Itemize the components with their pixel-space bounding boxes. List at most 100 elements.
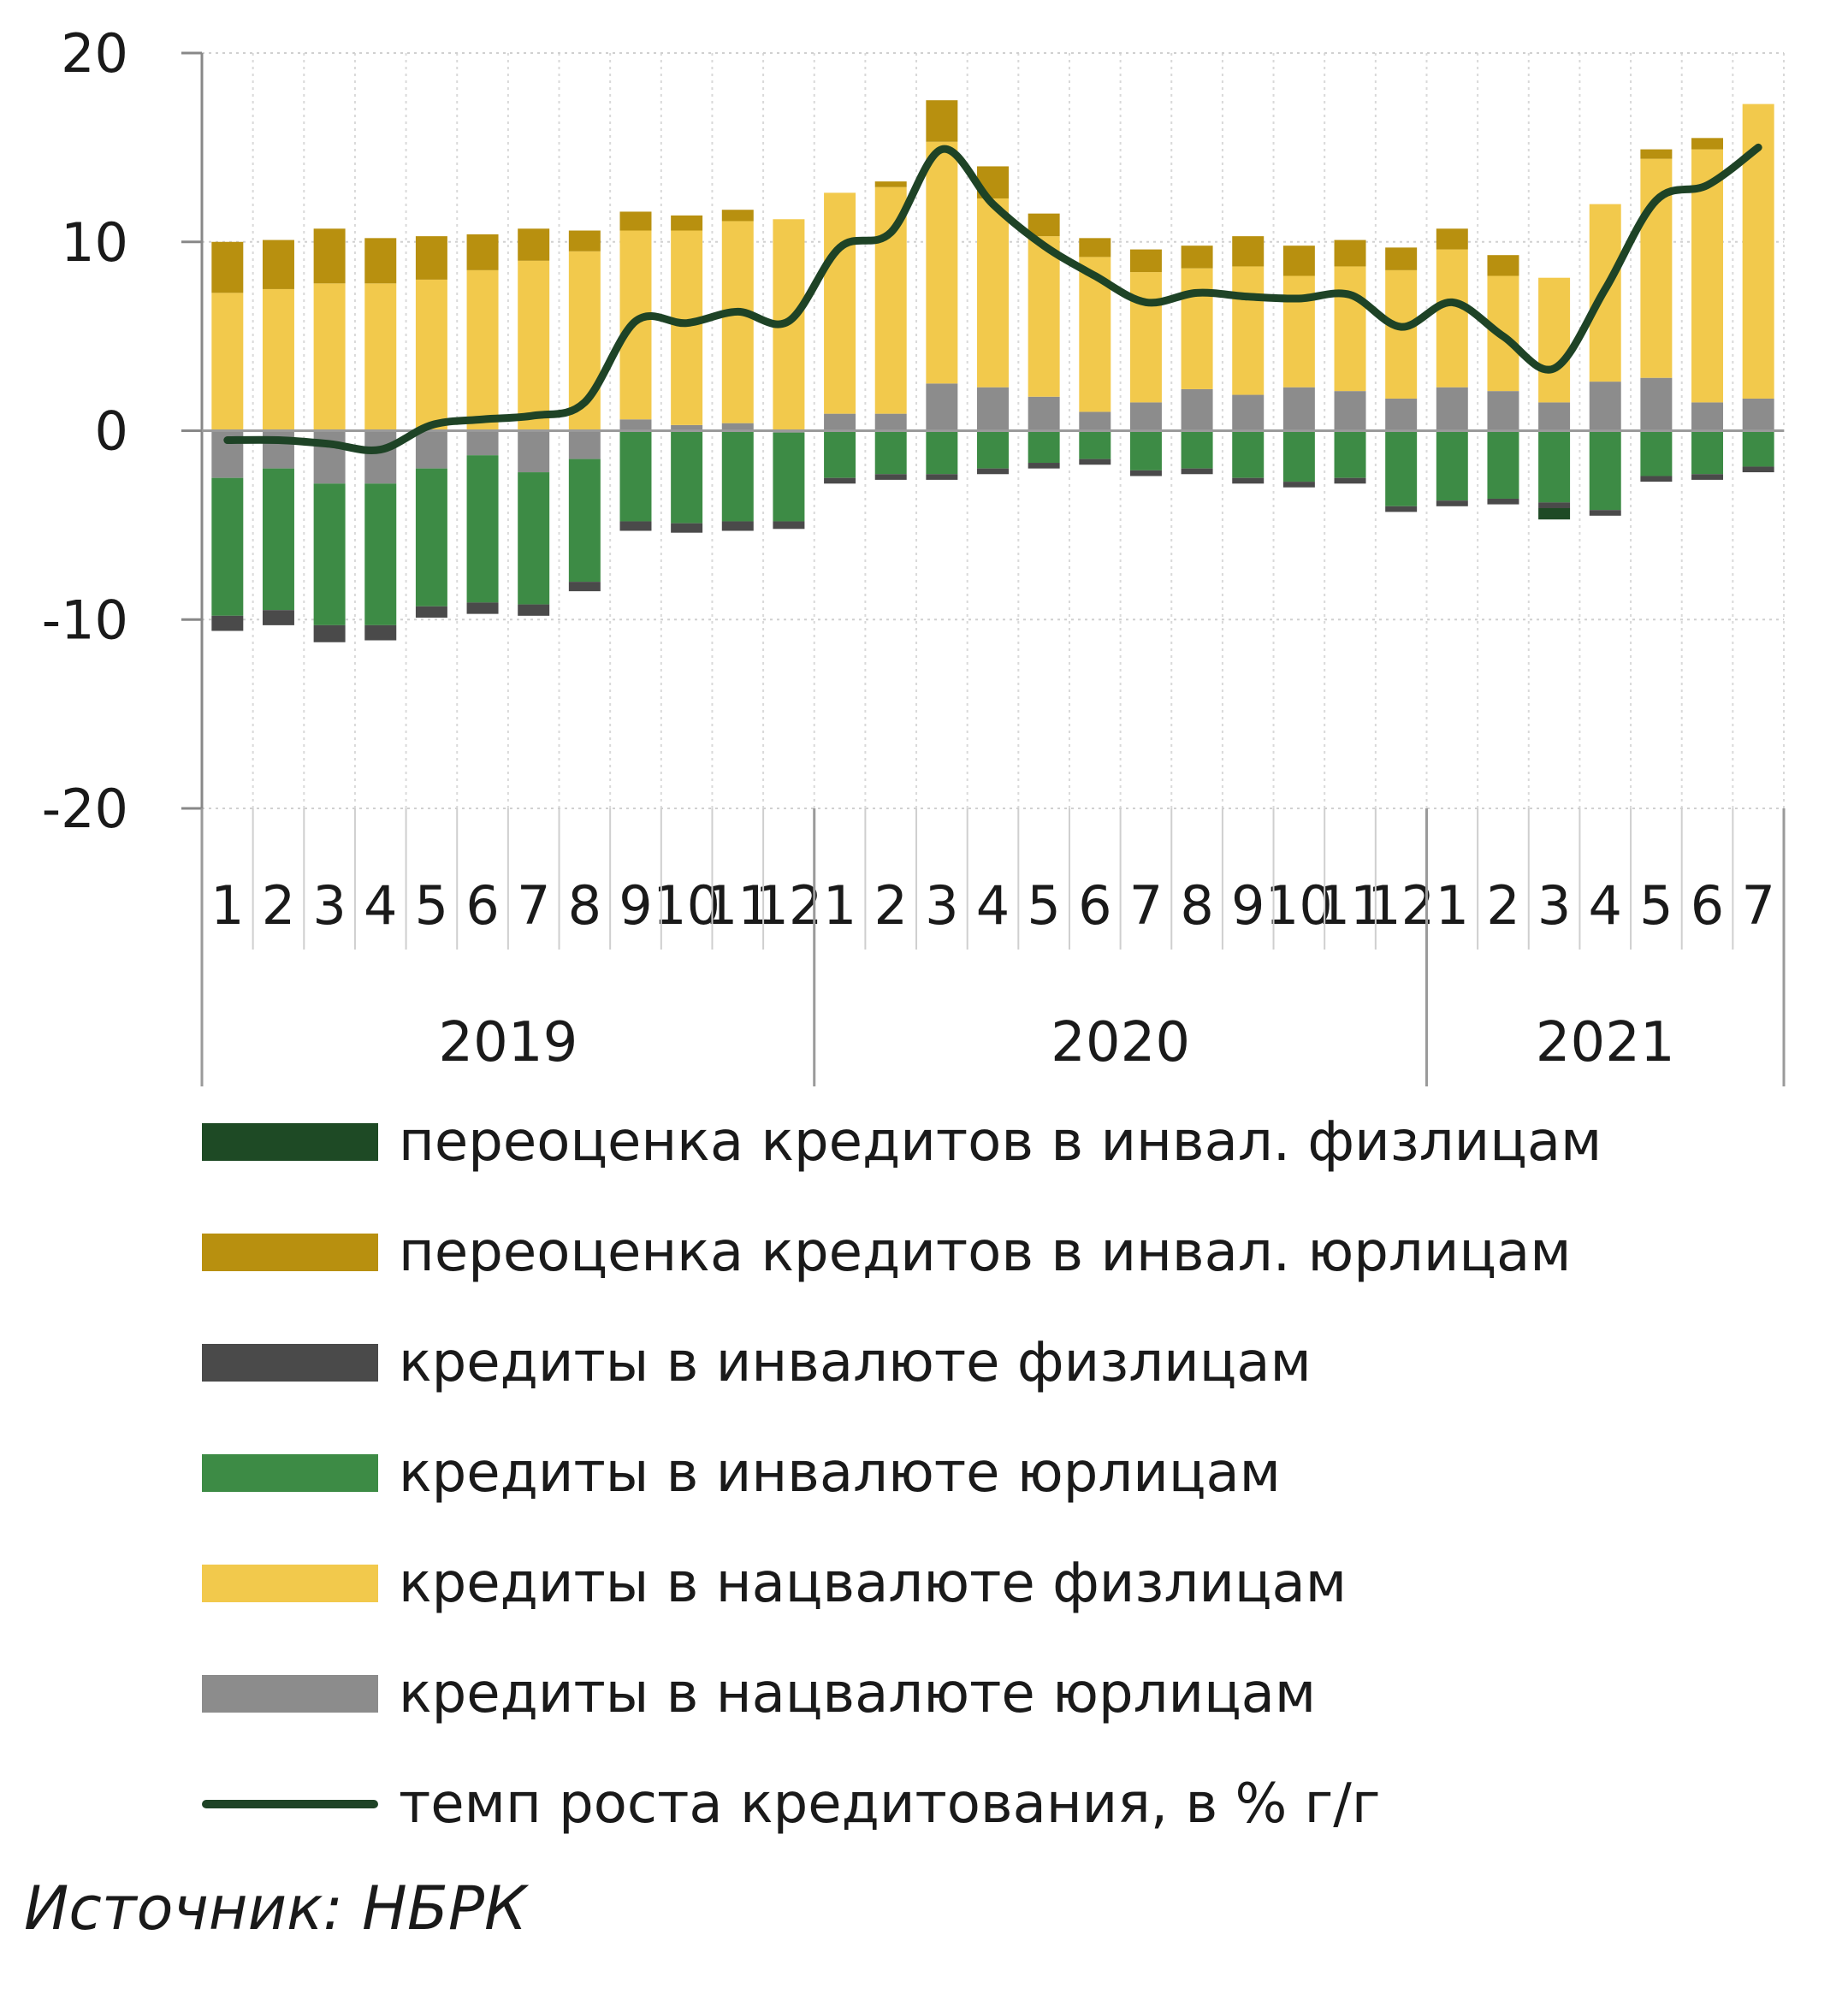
legend: переоценка кредитов в инвал. физлицам пе… xyxy=(202,1086,1827,1859)
bar-segment-s2-0 xyxy=(211,477,244,616)
bar-segment-s2-1 xyxy=(262,468,294,611)
bar-segment-s4-16 xyxy=(1028,213,1060,237)
bar-segment-s0-10 xyxy=(721,423,754,431)
x-tick-label: 12 xyxy=(755,874,822,937)
bar-segment-s1-0 xyxy=(211,293,244,431)
bar-segment-s4-23 xyxy=(1385,247,1418,270)
bar-segment-s3-25 xyxy=(1487,498,1519,505)
bar-segment-s0-6 xyxy=(518,430,550,473)
y-tick-label: -10 xyxy=(42,589,128,651)
bar-segment-s0-15 xyxy=(977,387,1009,431)
bar-segment-s3-15 xyxy=(977,468,1009,475)
legend-item-2: кредиты в инвалюте физлицам xyxy=(202,1307,1827,1417)
bar-segment-s3-27 xyxy=(1589,510,1621,516)
bar-segment-s0-16 xyxy=(1028,396,1060,431)
bar-segment-s0-12 xyxy=(824,413,856,431)
bar-segment-s4-28 xyxy=(1640,149,1673,159)
bar-segment-s3-22 xyxy=(1334,477,1366,484)
bar-segment-s3-20 xyxy=(1232,477,1265,484)
bar-segment-s4-3 xyxy=(364,238,397,284)
bar-segment-s2-18 xyxy=(1129,430,1162,470)
bar-segment-s3-4 xyxy=(415,606,447,618)
bar-segment-s2-16 xyxy=(1028,430,1060,464)
bar-segment-s0-13 xyxy=(874,413,907,431)
bar-segment-s2-21 xyxy=(1282,430,1315,482)
bar-segment-s1-15 xyxy=(977,198,1009,388)
legend-item-4: кредиты в нацвалюте физлицам xyxy=(202,1528,1827,1638)
x-tick-label: 12 xyxy=(1367,874,1435,937)
bar-segment-s3-0 xyxy=(211,615,244,631)
bar-segment-s3-13 xyxy=(874,474,907,480)
bar-segment-s0-3 xyxy=(364,430,397,484)
bar-segment-s1-26 xyxy=(1538,277,1571,403)
bar-segment-s0-4 xyxy=(415,430,447,469)
bar-segment-s0-7 xyxy=(568,430,601,459)
legend-swatch-3 xyxy=(202,1453,378,1492)
y-tick-label: 0 xyxy=(95,400,128,463)
bar-segment-s2-22 xyxy=(1334,430,1366,478)
bar-segment-s3-8 xyxy=(619,521,652,531)
bar-segment-s3-10 xyxy=(721,521,754,531)
bar-segment-s0-5 xyxy=(466,430,499,456)
x-tick-label: 9 xyxy=(619,874,652,937)
x-tick-label: 6 xyxy=(1078,874,1111,937)
bar-segment-s3-2 xyxy=(313,624,346,642)
bar-segment-s0-20 xyxy=(1232,394,1265,431)
y-tick-label: 10 xyxy=(61,211,128,274)
bar-segment-s3-30 xyxy=(1742,466,1774,473)
bar-segment-s1-4 xyxy=(415,279,447,431)
bar-segment-s3-24 xyxy=(1436,500,1468,506)
bar-segment-s2-13 xyxy=(874,430,907,475)
bar-segment-s1-18 xyxy=(1129,272,1162,403)
x-tick-label: 5 xyxy=(1027,874,1060,937)
bar-segment-s2-15 xyxy=(977,430,1009,469)
bar-segment-s4-20 xyxy=(1232,236,1265,267)
bar-segment-s2-3 xyxy=(364,483,397,625)
bar-segment-s4-25 xyxy=(1487,255,1519,276)
bar-segment-s1-16 xyxy=(1028,236,1060,397)
legend-swatch-1 xyxy=(202,1233,378,1271)
bar-segment-s1-22 xyxy=(1334,266,1366,392)
bar-segment-s2-14 xyxy=(926,430,958,475)
legend-label-6: темп роста кредитования, в % г/г xyxy=(399,1772,1381,1836)
bar-segment-s2-25 xyxy=(1487,430,1519,499)
bar-segment-s4-7 xyxy=(568,230,601,251)
bar-segment-s2-6 xyxy=(518,472,550,605)
bar-segment-s3-18 xyxy=(1129,470,1162,476)
bar-segment-s2-4 xyxy=(415,468,447,607)
legend-swatch-4 xyxy=(202,1564,378,1602)
bar-segment-s2-23 xyxy=(1385,430,1418,506)
bar-segment-s4-19 xyxy=(1181,246,1213,269)
legend-label-3: кредиты в инвалюте юрлицам xyxy=(399,1441,1281,1505)
bar-segment-s1-23 xyxy=(1385,269,1418,399)
x-tick-label: 1 xyxy=(823,874,856,937)
bar-segment-s4-8 xyxy=(619,211,652,231)
bar-segment-s2-11 xyxy=(773,432,805,522)
bar-segment-s2-28 xyxy=(1640,430,1673,476)
bar-segment-s0-23 xyxy=(1385,398,1418,431)
legend-line-6 xyxy=(202,1799,378,1808)
bar-segment-s2-27 xyxy=(1589,430,1621,511)
legend-label-2: кредиты в инвалюте физлицам xyxy=(399,1330,1312,1394)
bar-segment-s0-26 xyxy=(1538,402,1571,431)
bar-segment-s1-12 xyxy=(824,192,856,414)
growth-rate-line xyxy=(223,143,1762,454)
x-tick-label: 7 xyxy=(1741,874,1774,937)
bar-segment-s3-5 xyxy=(466,602,499,614)
legend-item-0: переоценка кредитов в инвал. физлицам xyxy=(202,1086,1827,1197)
legend-label-4: кредиты в нацвалюте физлицам xyxy=(399,1551,1347,1615)
legend-item-1: переоценка кредитов в инвал. юрлицам xyxy=(202,1197,1827,1307)
x-tick-label: 9 xyxy=(1231,874,1265,937)
bar-segment-s1-5 xyxy=(466,269,499,431)
bar-segment-s2-19 xyxy=(1181,430,1213,469)
bar-segment-s0-17 xyxy=(1079,411,1111,431)
x-tick-label: 4 xyxy=(976,874,1010,937)
bar-segment-s3-14 xyxy=(926,474,958,480)
bar-segment-s4-9 xyxy=(671,215,703,231)
bar-segment-s1-2 xyxy=(313,283,346,431)
bar-segment-s3-6 xyxy=(518,604,550,616)
x-tick-label: 4 xyxy=(1589,874,1622,937)
bar-segment-s0-14 xyxy=(926,383,958,431)
x-tick-label: 3 xyxy=(1537,874,1571,937)
